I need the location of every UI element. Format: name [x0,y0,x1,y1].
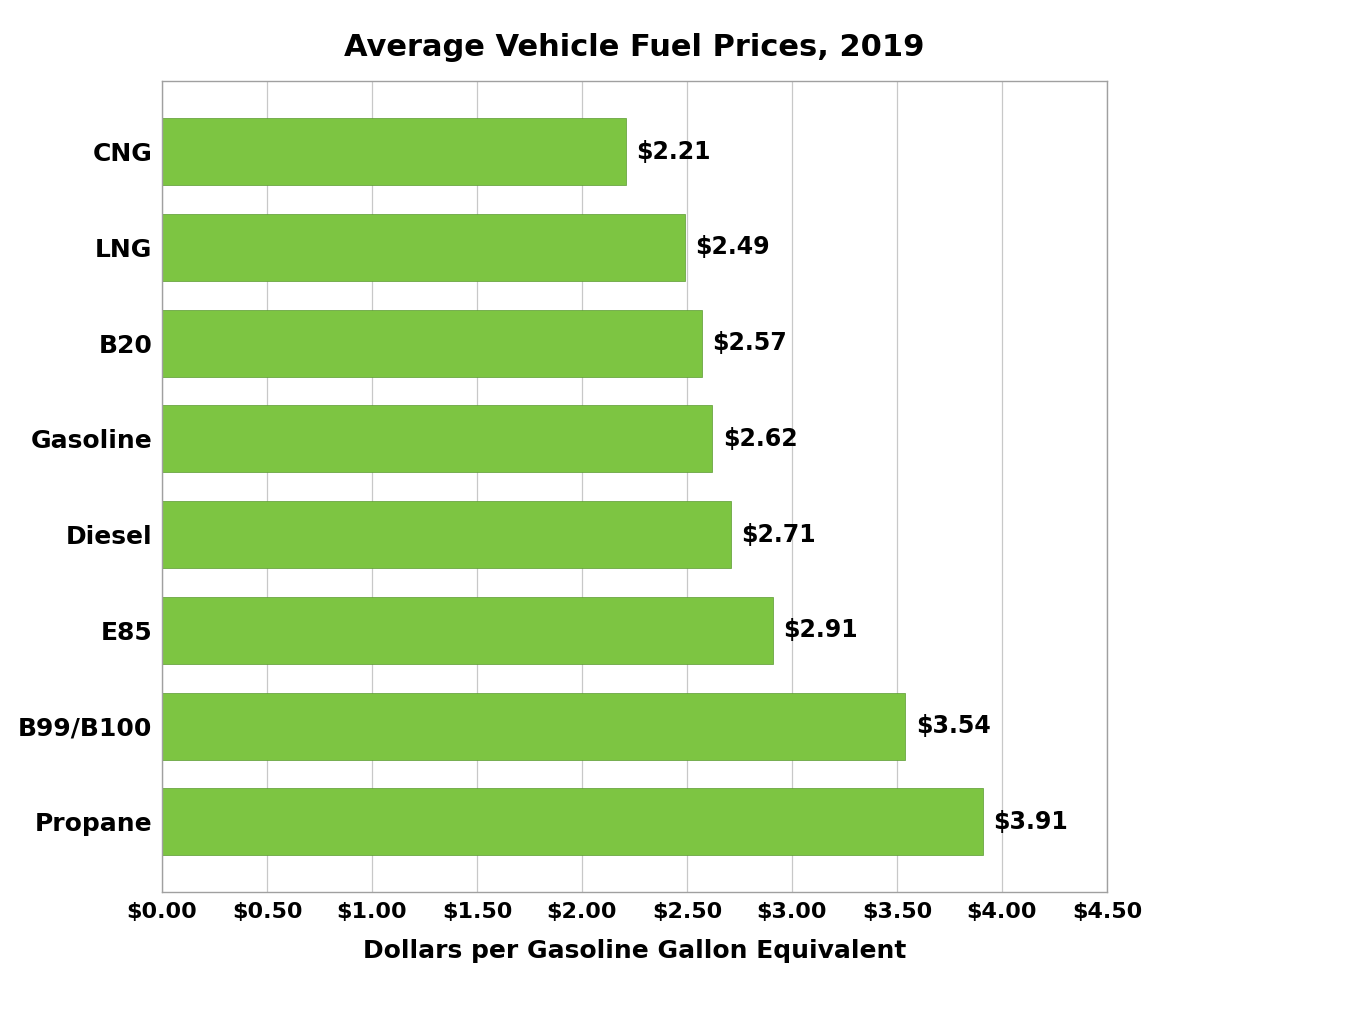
Text: $2.49: $2.49 [695,235,769,260]
Text: $2.57: $2.57 [713,331,787,355]
Title: Average Vehicle Fuel Prices, 2019: Average Vehicle Fuel Prices, 2019 [344,33,925,62]
Bar [162,214,684,281]
Bar [162,693,906,759]
Bar [162,309,702,376]
X-axis label: Dollars per Gasoline Gallon Equivalent: Dollars per Gasoline Gallon Equivalent [363,939,906,962]
Bar [162,406,713,473]
Text: $3.54: $3.54 [915,714,991,738]
Bar [162,789,983,856]
Text: $3.91: $3.91 [994,810,1068,834]
Text: $2.91: $2.91 [783,619,859,643]
Bar [162,501,732,568]
Bar [162,118,626,185]
Text: $2.71: $2.71 [741,522,817,547]
Text: $2.21: $2.21 [637,140,711,163]
Bar [162,597,774,664]
Text: $2.62: $2.62 [722,427,798,451]
